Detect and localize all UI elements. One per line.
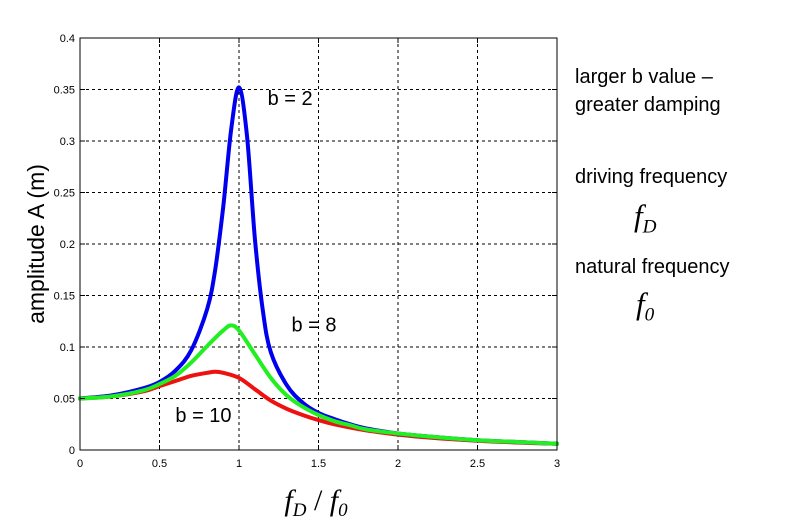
y-tick-label: 0.1 bbox=[60, 342, 75, 354]
x-tick-label: 2.5 bbox=[470, 458, 485, 470]
x-label-separator: / bbox=[306, 484, 329, 517]
curve-annotation: b = 10 bbox=[175, 405, 231, 427]
curve-annotation: b = 2 bbox=[268, 88, 313, 110]
damping-note-line-1: larger b value – bbox=[575, 66, 713, 88]
y-tick-label: 0.25 bbox=[54, 188, 75, 200]
driving-frequency-symbol: fD bbox=[634, 198, 657, 239]
x-tick-label: 1.5 bbox=[311, 458, 326, 470]
y-axis-label: amplitude A (m) bbox=[23, 164, 49, 324]
driving-symbol-sub: D bbox=[642, 216, 657, 238]
curve-annotation: b = 8 bbox=[291, 315, 336, 337]
axis-ticks: 0 0.5 1 1.5 2 2.5 3 0 0.05 0.1 0.15 0.2 0.25 0.3 0.35 0… bbox=[54, 33, 560, 470]
x-tick-label: 0.5 bbox=[152, 458, 167, 470]
x-tick-label: 0 bbox=[77, 458, 83, 470]
natural-frequency-symbol: f0 bbox=[636, 286, 654, 327]
y-tick-label: 0.35 bbox=[54, 85, 75, 97]
y-tick-label: 0.15 bbox=[54, 291, 75, 303]
curve-annotations: b = 2 b = 8 b = 10 bbox=[175, 88, 336, 427]
y-tick-label: 0 bbox=[69, 445, 75, 457]
natural-frequency-label: natural frequency bbox=[575, 256, 730, 278]
series-line-b-8 bbox=[78, 323, 559, 446]
y-tick-label: 0.3 bbox=[60, 136, 75, 148]
grid bbox=[80, 38, 557, 450]
y-tick-label: 0.4 bbox=[60, 33, 75, 45]
x-tick-label: 1 bbox=[236, 458, 242, 470]
driving-symbol-var: f bbox=[634, 198, 643, 233]
x-label-sub-1: D bbox=[292, 500, 307, 521]
damping-note-line-2: greater damping bbox=[575, 94, 721, 116]
x-label-sub-2: 0 bbox=[338, 500, 348, 521]
x-tick-label: 2 bbox=[395, 458, 401, 470]
x-axis-label: fD / f0 bbox=[284, 484, 348, 521]
natural-symbol-sub: 0 bbox=[644, 304, 655, 326]
y-tick-label: 0.05 bbox=[54, 394, 75, 406]
series-lines bbox=[78, 85, 559, 446]
driving-frequency-label: driving frequency bbox=[575, 166, 728, 188]
x-tick-label: 3 bbox=[554, 458, 560, 470]
y-tick-label: 0.2 bbox=[60, 239, 75, 251]
natural-symbol-var: f bbox=[636, 286, 645, 321]
